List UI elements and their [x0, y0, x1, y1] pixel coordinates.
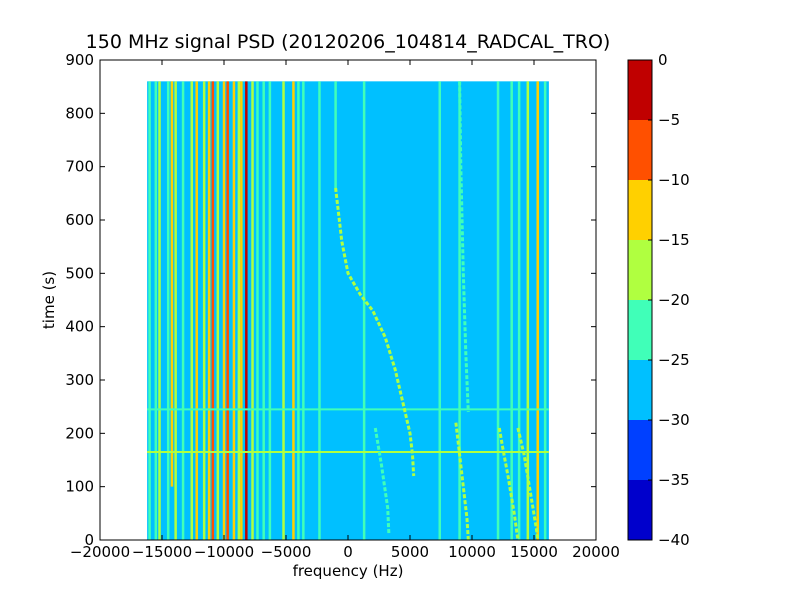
colorbar-band [628, 420, 652, 480]
x-tick-label: 5000 [391, 543, 429, 561]
drift-track [458, 81, 470, 413]
drift-track [454, 422, 470, 541]
colorbar-band [628, 480, 652, 540]
colorbar-band [628, 60, 652, 120]
plot-area-group [99, 59, 597, 541]
y-tick-label: 0 [84, 531, 94, 549]
colorbar-tick-label: 0 [658, 51, 668, 69]
x-tick-label: 0 [343, 543, 353, 561]
colorbar-tick-label: −5 [658, 111, 680, 129]
y-axis-ticks: 0 100 200 300 400 500 600 700 800 900 [65, 51, 596, 549]
x-tick-label: −20000 [70, 543, 130, 561]
drift-track [373, 427, 391, 535]
x-tick-label: −15000 [132, 543, 192, 561]
colorbar-band [628, 240, 652, 300]
y-tick-label: 300 [65, 371, 94, 389]
x-axis-ticks: −20000 −15000 −10000 −5000 0 5000 10000 15000 20… [70, 60, 620, 561]
colorbar-tick-label: −15 [658, 231, 690, 249]
y-tick-label: 900 [65, 51, 94, 69]
colorbar-band [628, 360, 652, 420]
colorbar-tick-label: −35 [658, 471, 690, 489]
drift-track [516, 427, 540, 541]
heatmap-features [147, 81, 549, 541]
drift-track [497, 427, 520, 541]
y-tick-label: 200 [65, 424, 94, 442]
x-tick-label: −5000 [261, 543, 312, 561]
x-tick-label: 20000 [572, 543, 620, 561]
colorbar: 0 −5 −10 −15 −20 −25 −30 −35 −40 [627, 51, 690, 549]
y-tick-label: 500 [65, 264, 94, 282]
x-tick-label: −10000 [194, 543, 254, 561]
chart-title: 150 MHz signal PSD (20120206_104814_RADC… [86, 31, 611, 53]
y-tick-label: 100 [65, 478, 94, 496]
y-tick-label: 600 [65, 211, 94, 229]
y-tick-label: 800 [65, 104, 94, 122]
drift-track [334, 187, 416, 477]
colorbar-tick-label: −10 [658, 171, 690, 189]
colorbar-band [628, 120, 652, 180]
colorbar-band [628, 180, 652, 240]
x-tick-label: 10000 [448, 543, 496, 561]
heatmap-background [147, 81, 549, 540]
y-tick-label: 700 [65, 158, 94, 176]
colorbar-tick-label: −40 [658, 531, 690, 549]
colorbar-band [628, 300, 652, 360]
colorbar-tick-label: −20 [658, 291, 690, 309]
y-axis-label: time (s) [40, 271, 58, 329]
colorbar-tick-label: −25 [658, 351, 690, 369]
x-axis-label: frequency (Hz) [293, 562, 404, 580]
x-tick-label: 15000 [510, 543, 558, 561]
colorbar-tick-label: −30 [658, 411, 690, 429]
y-tick-label: 400 [65, 318, 94, 336]
